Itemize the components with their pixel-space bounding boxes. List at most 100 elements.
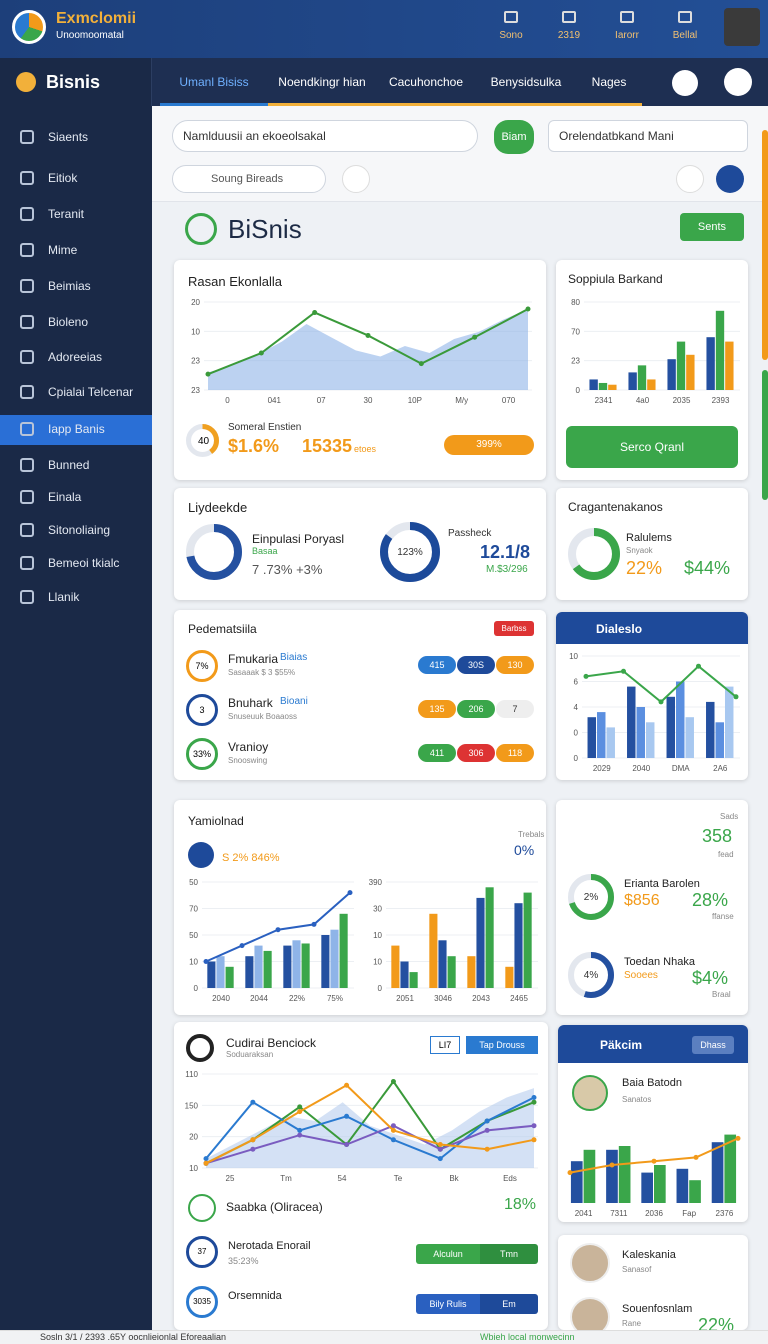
avatar: 33%	[186, 738, 218, 770]
bar	[225, 966, 234, 988]
icon[interactable]	[562, 11, 576, 23]
icon[interactable]	[620, 11, 634, 23]
pill: 411	[418, 744, 456, 762]
sidebar-item[interactable]: Bunned	[48, 458, 90, 472]
chip-button[interactable]	[342, 165, 370, 193]
chart: 2%	[568, 874, 614, 920]
sidebar-item[interactable]: Bemeoi tkialc	[48, 556, 120, 570]
y-tick-label: 70	[571, 327, 580, 336]
text: Kaleskania	[622, 1249, 676, 1261]
avatar: 37	[186, 1236, 218, 1268]
nav-tab[interactable]: Umanl Bisiss	[160, 58, 268, 106]
avatar[interactable]	[724, 8, 760, 46]
nav-tab[interactable]: Cacuhonchoe	[376, 58, 476, 106]
nav-button[interactable]	[724, 68, 752, 96]
sidebar-item[interactable]: Mime	[48, 243, 78, 257]
sidebar-item[interactable]: Adoreeias	[48, 350, 103, 364]
pill[interactable]: Em	[480, 1294, 538, 1314]
y-tick-label: 390	[369, 878, 383, 887]
tab[interactable]: Tap Drouss	[466, 1036, 538, 1054]
footer-text: Sosln 3/1 / 2393 .65Y oocnlieionlal Efor…	[40, 1332, 226, 1342]
tag: 399%	[444, 435, 534, 455]
bar	[654, 1165, 666, 1203]
chart: 50 70 50 10 0 2040 2044 22% 75%	[189, 878, 354, 1003]
tag[interactable]: Dhass	[692, 1036, 734, 1054]
x-tick-label: 2036	[645, 1209, 663, 1218]
y-tick-label: 0	[574, 754, 579, 763]
close-button[interactable]	[722, 1245, 734, 1257]
page-title: BiSnis	[228, 214, 302, 244]
point	[567, 1170, 573, 1176]
point	[658, 699, 664, 705]
sidebar-item[interactable]: Eitiok	[48, 171, 78, 185]
pill[interactable]: Tmn	[480, 1244, 538, 1264]
chart: 4%	[568, 952, 614, 998]
primary-button[interactable]: Serco Qranl	[566, 426, 738, 468]
search[interactable]: Orelendatbkand Mani	[548, 120, 748, 152]
sidebar-item[interactable]: Beimias	[48, 279, 91, 293]
card: Soppiula Barkand 80 70 23 0 2341 4a0 2035 2393 Se…	[556, 260, 748, 480]
nav-tab[interactable]: Benysidsulka	[476, 58, 576, 106]
accent	[762, 130, 768, 360]
y-tick-label: 23	[191, 357, 200, 366]
primary-button[interactable]: Sents	[680, 213, 744, 241]
point	[203, 959, 209, 964]
sidebar-item[interactable]: Siaents	[48, 130, 89, 144]
text: Trebals	[518, 830, 545, 839]
sidebar-item[interactable]: Sitonoliaing	[48, 523, 111, 537]
x-tick-label: 2043	[472, 994, 490, 1003]
bar	[627, 686, 636, 758]
point	[239, 943, 245, 949]
avatar	[188, 1194, 216, 1222]
chart: 80 70 23 0 2341 4a0 2035 2393	[571, 298, 740, 405]
chat-button[interactable]: Biam	[494, 120, 534, 154]
pill: 135	[418, 700, 456, 718]
sidebar-icon	[20, 422, 34, 436]
pill[interactable]: Bily Rulis	[416, 1294, 480, 1314]
sidebar-item[interactable]: Iapp Banis	[48, 422, 105, 436]
y-tick-label: 10	[189, 1164, 198, 1173]
point	[297, 1104, 303, 1110]
app-name: Bisnis	[46, 72, 101, 92]
icon[interactable]	[678, 11, 692, 23]
x-tick-label: 4a0	[636, 396, 650, 405]
x-tick-label: 0	[225, 396, 230, 405]
nav-button[interactable]	[672, 70, 698, 96]
pill: 206	[457, 700, 495, 718]
bar	[216, 956, 225, 988]
avatar	[186, 1034, 214, 1062]
icon[interactable]	[504, 11, 518, 23]
sidebar-item[interactable]: Cpialai Telcenar	[48, 385, 134, 399]
tab[interactable]: LI7	[430, 1036, 460, 1054]
sidebar-item[interactable]: Llanik	[48, 590, 80, 604]
text: 0%	[514, 842, 535, 858]
icon-label: 2319	[557, 30, 581, 41]
icon-button[interactable]	[676, 165, 704, 193]
select[interactable]: Namlduusii an ekoeolsakal	[172, 120, 478, 152]
text: Pedematsiila	[188, 622, 257, 636]
bar	[245, 956, 254, 988]
text: Sooees	[624, 970, 658, 981]
y-tick-label: 10	[569, 652, 578, 661]
x-tick-label: 2041	[575, 1209, 593, 1218]
nav-tab[interactable]: Noendkingr hian	[268, 58, 376, 106]
text: 18%	[504, 1196, 537, 1213]
pill[interactable]: Alculun	[416, 1244, 480, 1264]
sidebar-item[interactable]: Einala	[48, 490, 82, 504]
text: Bioani	[280, 696, 308, 707]
text: Rasan Ekonlalla	[188, 274, 282, 289]
nav-tab[interactable]: Nages	[576, 58, 642, 106]
bar	[597, 712, 606, 758]
sidebar-icon	[20, 350, 34, 364]
sidebar-item[interactable]: Teranit	[48, 207, 85, 221]
bar	[666, 696, 676, 758]
point	[344, 1082, 350, 1088]
point	[437, 1142, 443, 1147]
sidebar-item[interactable]: Bioleno	[48, 315, 89, 329]
icon-button[interactable]	[716, 165, 744, 193]
card: Rasan Ekonlalla 20 10 23 23 0 041 07 30 10P M/y 070…	[174, 260, 546, 480]
bar	[724, 686, 734, 758]
point	[297, 1132, 303, 1138]
text: Biaias	[280, 652, 308, 663]
chip[interactable]: Soung Bireads	[172, 165, 326, 193]
